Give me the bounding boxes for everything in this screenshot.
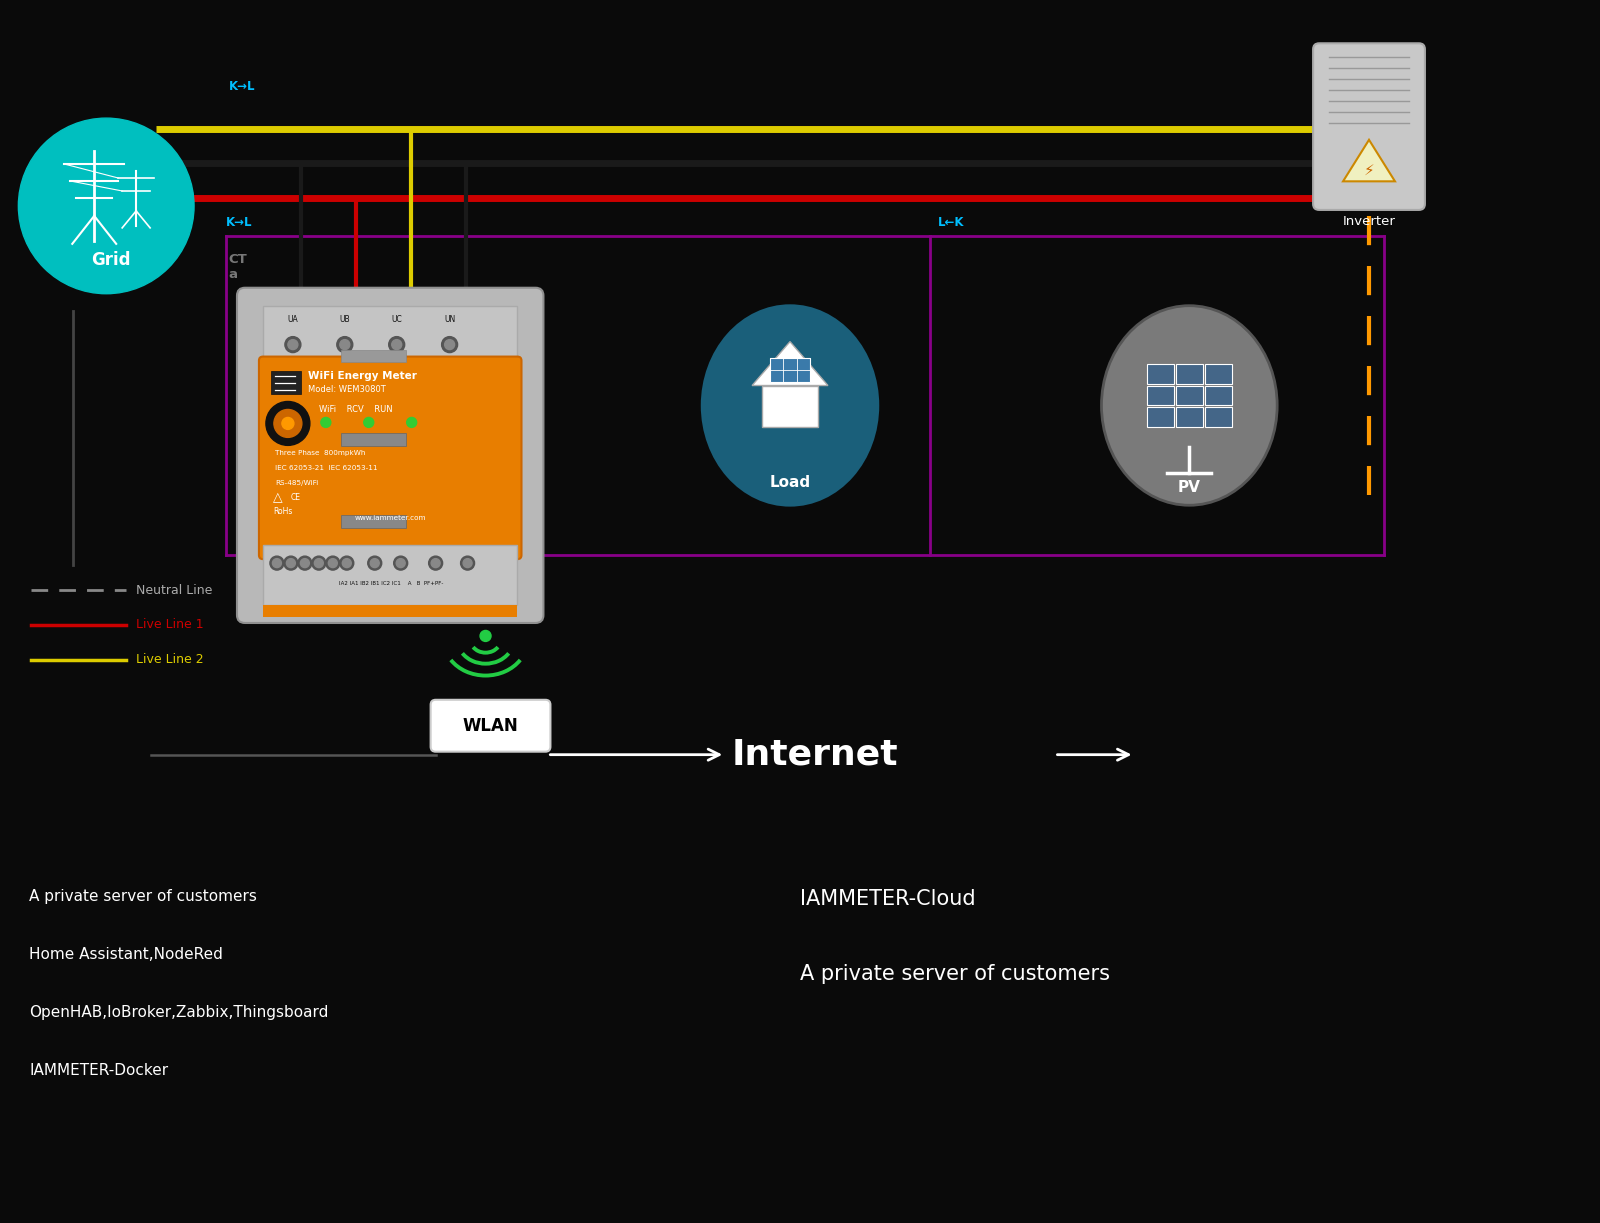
Bar	[262, 306, 517, 361]
Bar	[1147, 385, 1174, 406]
Text: Load: Load	[770, 475, 811, 489]
Circle shape	[322, 417, 331, 427]
Text: ⚡: ⚡	[1363, 163, 1374, 177]
Circle shape	[368, 556, 382, 570]
Circle shape	[461, 556, 475, 570]
Text: WiFi Energy Meter: WiFi Energy Meter	[307, 371, 416, 380]
Circle shape	[480, 631, 491, 641]
Text: WLAN: WLAN	[462, 717, 518, 735]
Circle shape	[430, 559, 440, 567]
Text: IEC 62053-21  IEC 62053-11: IEC 62053-21 IEC 62053-11	[275, 465, 378, 471]
Text: CE: CE	[291, 493, 301, 501]
Bar	[1205, 385, 1232, 406]
Text: Live Line 1: Live Line 1	[136, 619, 203, 631]
Circle shape	[389, 336, 405, 352]
Text: UA: UA	[288, 314, 298, 324]
Bar	[341, 515, 406, 528]
Bar	[1176, 407, 1203, 427]
Text: RoHs: RoHs	[274, 506, 293, 516]
Text: △: △	[274, 490, 283, 504]
Circle shape	[342, 559, 352, 567]
Text: IA2 IA1 IB2 IB1 IC2 IC1    A   B  PF+PF-: IA2 IA1 IB2 IB1 IC2 IC1 A B PF+PF-	[339, 581, 443, 586]
Text: Neutral Line: Neutral Line	[136, 583, 213, 597]
Circle shape	[462, 559, 472, 567]
Circle shape	[274, 410, 302, 438]
FancyBboxPatch shape	[430, 700, 550, 752]
Bar	[1147, 363, 1174, 384]
Circle shape	[266, 401, 310, 445]
Bar	[762, 385, 818, 427]
Text: Live Line 2: Live Line 2	[136, 653, 203, 667]
Bar	[770, 357, 810, 382]
Circle shape	[339, 340, 350, 350]
Text: UB: UB	[339, 314, 350, 324]
Text: Internet: Internet	[733, 737, 899, 772]
Bar	[262, 605, 517, 616]
Text: Model: WEM3080T: Model: WEM3080T	[307, 385, 386, 394]
Bar	[1176, 385, 1203, 406]
Circle shape	[18, 119, 194, 294]
Circle shape	[326, 556, 339, 570]
Circle shape	[272, 559, 282, 567]
Circle shape	[394, 556, 408, 570]
Text: A private server of customers: A private server of customers	[800, 964, 1110, 985]
Circle shape	[338, 336, 352, 352]
Text: Three Phase  800mpkWh: Three Phase 800mpkWh	[275, 450, 365, 456]
Circle shape	[301, 559, 309, 567]
Circle shape	[298, 556, 312, 570]
Circle shape	[286, 559, 296, 567]
Circle shape	[397, 559, 405, 567]
Bar	[1205, 363, 1232, 384]
Text: UC: UC	[392, 314, 402, 324]
Circle shape	[370, 559, 379, 567]
Circle shape	[339, 556, 354, 570]
Circle shape	[288, 340, 298, 350]
Circle shape	[314, 559, 323, 567]
FancyBboxPatch shape	[237, 287, 544, 623]
Circle shape	[312, 556, 326, 570]
Text: Inverter: Inverter	[1342, 215, 1395, 229]
Text: IAMMETER-Cloud: IAMMETER-Cloud	[800, 889, 976, 910]
Text: UN: UN	[443, 314, 456, 324]
Text: L←K: L←K	[938, 216, 965, 230]
Text: IAMMETER-Docker: IAMMETER-Docker	[29, 1063, 168, 1077]
Ellipse shape	[1101, 306, 1277, 505]
Polygon shape	[1342, 139, 1395, 181]
Circle shape	[283, 556, 298, 570]
Text: Home Assistant,NodeRed: Home Assistant,NodeRed	[29, 948, 224, 963]
Text: A private server of customers: A private server of customers	[29, 889, 258, 904]
Circle shape	[406, 417, 416, 427]
Circle shape	[442, 336, 458, 352]
Ellipse shape	[702, 306, 878, 505]
Circle shape	[285, 336, 301, 352]
Circle shape	[363, 417, 374, 427]
Bar	[1205, 407, 1232, 427]
Bar	[341, 433, 406, 446]
Text: www.iammeter.com: www.iammeter.com	[355, 515, 427, 521]
Text: WiFi    RCV    RUN: WiFi RCV RUN	[318, 405, 392, 413]
Circle shape	[445, 340, 454, 350]
Text: K→L: K→L	[229, 79, 256, 93]
Circle shape	[429, 556, 443, 570]
FancyBboxPatch shape	[259, 357, 522, 559]
Text: RS-485/WiFi: RS-485/WiFi	[275, 481, 318, 487]
Polygon shape	[752, 341, 827, 385]
Text: CT
a: CT a	[227, 253, 246, 281]
Text: PV: PV	[1178, 479, 1200, 495]
Circle shape	[270, 556, 283, 570]
Bar	[1147, 407, 1174, 427]
Bar	[1176, 363, 1203, 384]
FancyBboxPatch shape	[1314, 43, 1426, 210]
Circle shape	[392, 340, 402, 350]
Text: Grid: Grid	[91, 252, 131, 269]
Bar	[262, 545, 517, 605]
Bar	[341, 350, 406, 362]
Circle shape	[282, 417, 294, 429]
Text: OpenHAB,IoBroker,Zabbix,Thingsboard: OpenHAB,IoBroker,Zabbix,Thingsboard	[29, 1005, 328, 1020]
Circle shape	[328, 559, 338, 567]
Bar	[270, 371, 301, 395]
Text: K→L: K→L	[226, 216, 253, 230]
